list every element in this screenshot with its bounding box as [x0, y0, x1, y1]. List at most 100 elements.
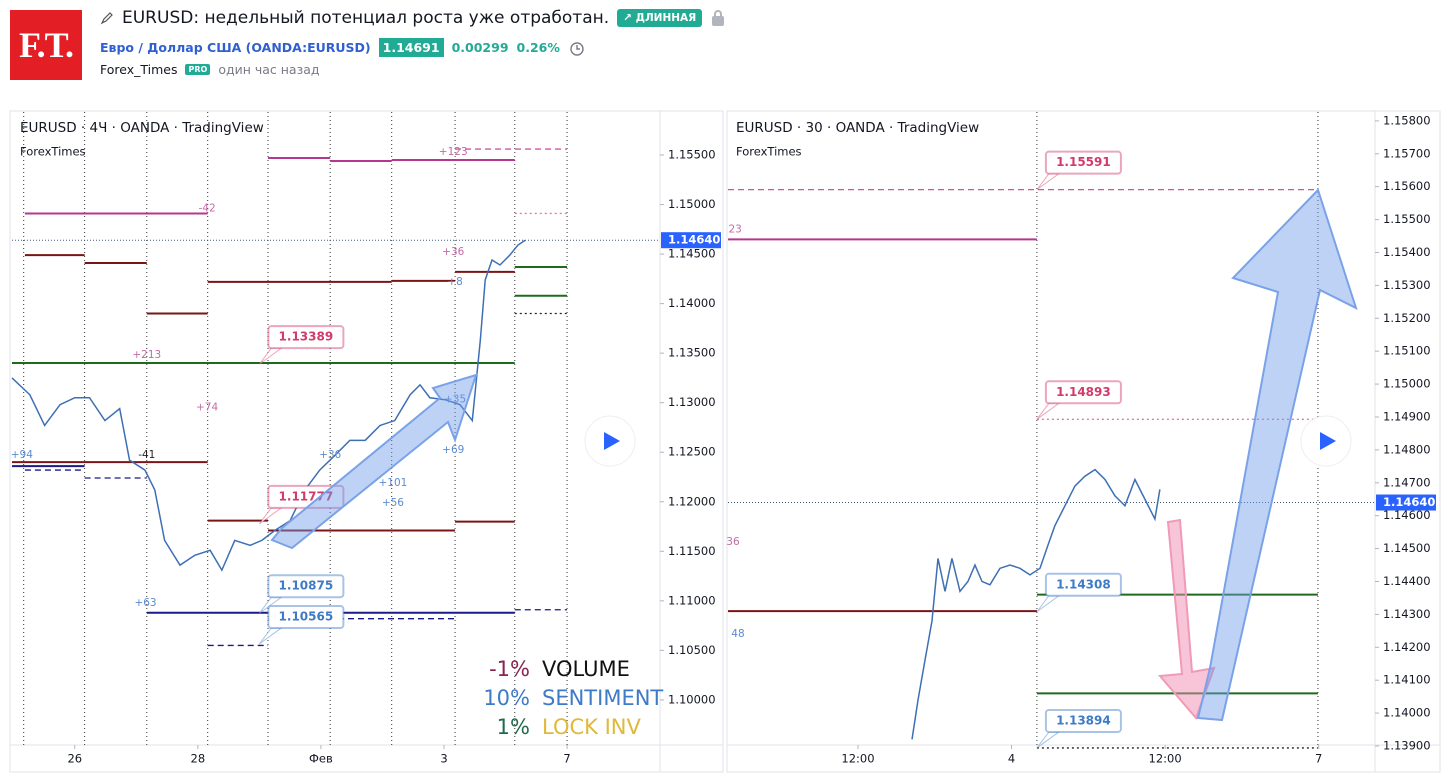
y-tick-label: 1.14100: [1383, 673, 1431, 687]
x-tick-label: 7: [1315, 752, 1322, 766]
callout-box: [1044, 150, 1122, 175]
alert-icon[interactable]: [568, 39, 586, 57]
legend-name: SENTIMENT: [542, 686, 663, 710]
y-tick-label: 1.15500: [1383, 212, 1431, 226]
direction-badge: ↗ ДЛИННАЯ: [617, 9, 703, 27]
callout-pointer: [258, 347, 283, 365]
current-price-label: 1.14640: [668, 233, 720, 247]
y-tick-label: 1.14000: [668, 296, 716, 310]
callout-label: 1.13389: [279, 330, 334, 344]
x-tick-label: 12:00: [1149, 752, 1182, 766]
annotation: 23: [728, 223, 741, 235]
x-tick-label: Фев: [309, 752, 333, 766]
y-tick-label: 1.15000: [1383, 377, 1431, 391]
price-change-percent: 0.26%: [516, 40, 560, 55]
annotation: 48: [731, 628, 744, 640]
callout-box: [267, 574, 345, 599]
y-tick-label: 1.13000: [668, 395, 716, 409]
y-tick-label: 1.15000: [668, 197, 716, 211]
legend-name: LOCK INV: [542, 715, 641, 739]
callout-pointer: [1036, 402, 1061, 420]
callout-label: 1.15591: [1056, 155, 1111, 169]
y-tick-label: 1.12000: [668, 494, 716, 508]
price-change: 0.00299: [451, 40, 509, 55]
callout-label: 1.11777: [279, 489, 334, 503]
y-tick-label: 1.14800: [1383, 442, 1431, 456]
callout-label: 1.10565: [279, 609, 334, 623]
x-tick-label: 26: [67, 752, 82, 766]
edit-icon: [100, 12, 113, 25]
x-tick-label: 7: [563, 752, 570, 766]
annotation: -41: [138, 449, 155, 461]
annotation: +63: [134, 597, 156, 609]
callout-box: [1044, 572, 1122, 597]
callout-label: 1.13894: [1056, 713, 1111, 727]
callout-label: 1.14893: [1056, 385, 1111, 399]
chart-subtitle: ForexTimes: [736, 145, 802, 159]
annotation: +69: [442, 444, 464, 456]
y-tick-label: 1.11000: [668, 593, 716, 607]
drawings: [270, 188, 1358, 722]
callout-box: [1044, 708, 1122, 733]
x-tick-label: 4: [1008, 752, 1015, 766]
y-tick-label: 1.14200: [1383, 640, 1431, 654]
annotation: -42: [198, 203, 215, 215]
x-tick-label: 3: [440, 752, 447, 766]
annotation: +56: [382, 497, 404, 509]
legend-name: VOLUME: [542, 657, 630, 681]
y-tick-label: 1.15800: [1383, 113, 1431, 127]
y-tick-label: 1.13900: [1383, 738, 1431, 752]
y-tick-label: 1.15100: [1383, 344, 1431, 358]
annotation: +36: [442, 246, 464, 258]
callout-label: 1.10875: [279, 579, 334, 593]
chart-layer: 1.15500 1.15000 1.14500 1.14000 1.13500 1.130…: [9, 110, 1441, 773]
idea-header: F.T. EURUSD: недельный потенциал роста у…: [0, 0, 1443, 100]
annotation: +8: [447, 276, 462, 288]
y-tick-label: 1.15300: [1383, 278, 1431, 292]
up-arrow-drawing: [270, 373, 478, 550]
y-tick-label: 1.12500: [668, 445, 716, 459]
y-tick-label: 1.14600: [1383, 508, 1431, 522]
y-tick-label: 1.14500: [1383, 541, 1431, 555]
author-name[interactable]: Forex_Times: [100, 62, 178, 77]
current-price-tag: [1376, 494, 1436, 511]
x-tick-label: 28: [191, 752, 206, 766]
author-logo[interactable]: F.T.: [10, 10, 82, 80]
current-price-label: 1.14640: [1383, 495, 1435, 509]
symbol-link[interactable]: Евро / Доллар США (OANDA:EURUSD): [100, 40, 371, 55]
annotation: 36: [726, 536, 740, 548]
legend-value: -1%: [489, 657, 530, 681]
annotation: +123: [439, 146, 468, 158]
callout-pointer: [258, 627, 283, 645]
annotation: +74: [196, 402, 218, 414]
chart-title: EURUSD · 30 · OANDA · TradingView: [736, 120, 979, 136]
play-icon[interactable]: [1320, 432, 1336, 450]
y-tick-label: 1.10500: [668, 643, 716, 657]
chart-subtitle: ForexTimes: [20, 145, 86, 159]
legend-value: 10%: [483, 686, 530, 710]
current-price-tag: [661, 232, 721, 249]
annotation: +213: [132, 349, 161, 361]
y-tick-label: 1.15200: [1383, 311, 1431, 325]
publish-time: один час назад: [218, 62, 320, 77]
annotation: +36: [319, 449, 341, 461]
annotation: +101: [379, 477, 408, 489]
y-tick-label: 1.14000: [1383, 706, 1431, 720]
author-row: Forex_Times PRO один час назад: [100, 62, 320, 77]
y-tick-label: 1.15400: [1383, 245, 1431, 259]
y-tick-label: 1.14700: [1383, 475, 1431, 489]
y-tick-label: 1.15500: [668, 147, 716, 161]
annotation: +35: [444, 394, 466, 406]
callout-box: [267, 604, 345, 629]
title-row: EURUSD: недельный потенциал роста уже от…: [100, 8, 726, 28]
y-tick-label: 1.14500: [668, 247, 716, 261]
x-tick-label: 12:00: [841, 752, 874, 766]
play-icon[interactable]: [604, 432, 620, 450]
callout-label: 1.14308: [1056, 577, 1111, 591]
y-tick-label: 1.15700: [1383, 146, 1431, 160]
symbol-row: Евро / Доллар США (OANDA:EURUSD) 1.14691…: [100, 38, 586, 57]
y-tick-label: 1.14400: [1383, 574, 1431, 588]
pro-badge: PRO: [185, 64, 211, 75]
